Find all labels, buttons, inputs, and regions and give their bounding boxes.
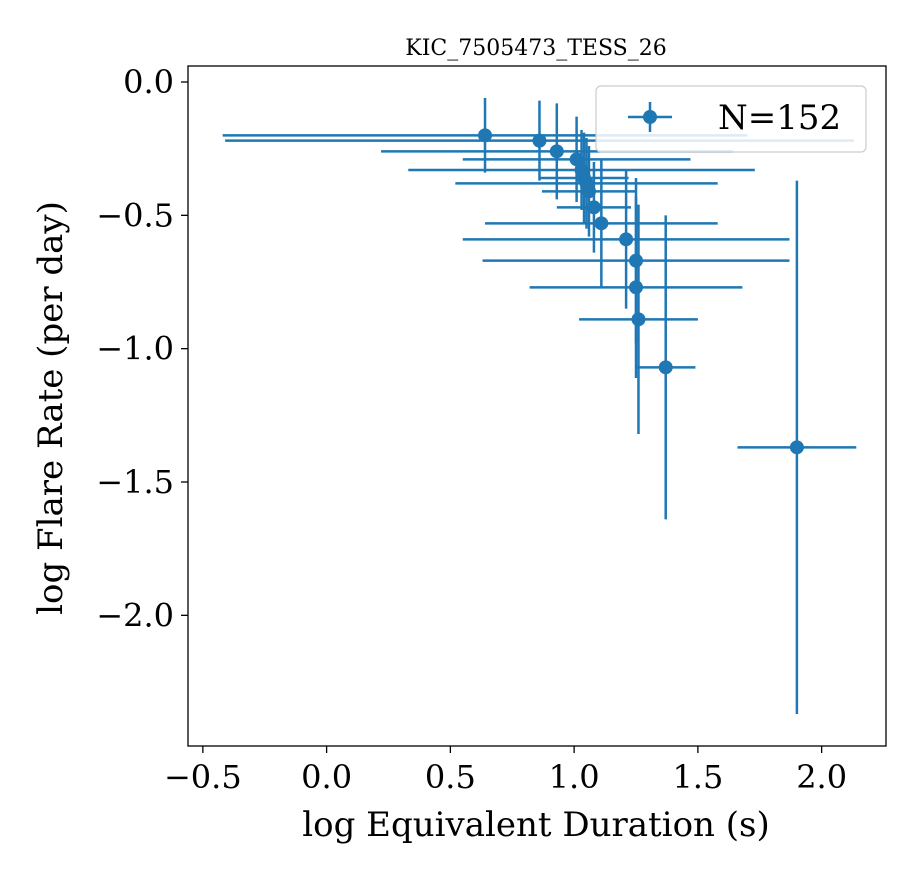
data-point-14	[636, 215, 696, 520]
y-tick-label: −1.0	[96, 330, 174, 368]
chart-title: KIC_7505473_TESS_26	[405, 36, 666, 61]
plot-frame	[187, 65, 887, 747]
x-tick-label: −0.5	[164, 758, 242, 796]
legend-marker-dot	[643, 110, 657, 124]
data-marker	[586, 200, 601, 215]
x-axis: −0.5 0.0 0.5 1.0 1.5 2.0	[164, 746, 847, 796]
data-point-3	[462, 116, 691, 202]
y-tick-label: 0.0	[123, 63, 174, 101]
plot-marks	[222, 98, 857, 714]
data-marker	[549, 144, 564, 159]
y-axis-label: log Flare Rate (per day)	[31, 201, 71, 615]
data-marker	[789, 440, 804, 455]
data-point-13	[579, 204, 698, 434]
data-marker	[569, 152, 584, 167]
data-point-10	[462, 170, 790, 309]
x-tick-label: 1.0	[549, 758, 600, 796]
x-tick-label: 2.0	[796, 758, 847, 796]
y-tick-label: −1.5	[96, 463, 174, 501]
data-marker	[532, 133, 547, 148]
data-point-7	[541, 146, 637, 237]
data-marker	[631, 312, 646, 327]
legend: N=152	[595, 85, 867, 153]
data-point-9	[485, 159, 718, 288]
y-axis: 0.0 −0.5 −1.0 −1.5 −2.0	[96, 63, 188, 634]
y-tick-label: −0.5	[96, 196, 174, 234]
data-marker	[629, 280, 644, 295]
data-marker	[478, 128, 493, 143]
data-marker	[658, 360, 673, 375]
data-marker	[594, 216, 609, 231]
legend-box	[595, 85, 867, 153]
x-tick-label: 0.5	[425, 758, 476, 796]
data-point-15	[737, 180, 857, 714]
x-tick-label: 1.5	[672, 758, 723, 796]
data-point-8	[556, 162, 632, 253]
y-tick-label: −2.0	[96, 596, 174, 634]
data-marker	[619, 232, 634, 247]
legend-label: N=152	[718, 98, 841, 138]
x-axis-label: log Equivalent Duration (s)	[302, 805, 769, 845]
data-marker	[581, 184, 596, 199]
x-tick-label: 0.0	[301, 758, 352, 796]
